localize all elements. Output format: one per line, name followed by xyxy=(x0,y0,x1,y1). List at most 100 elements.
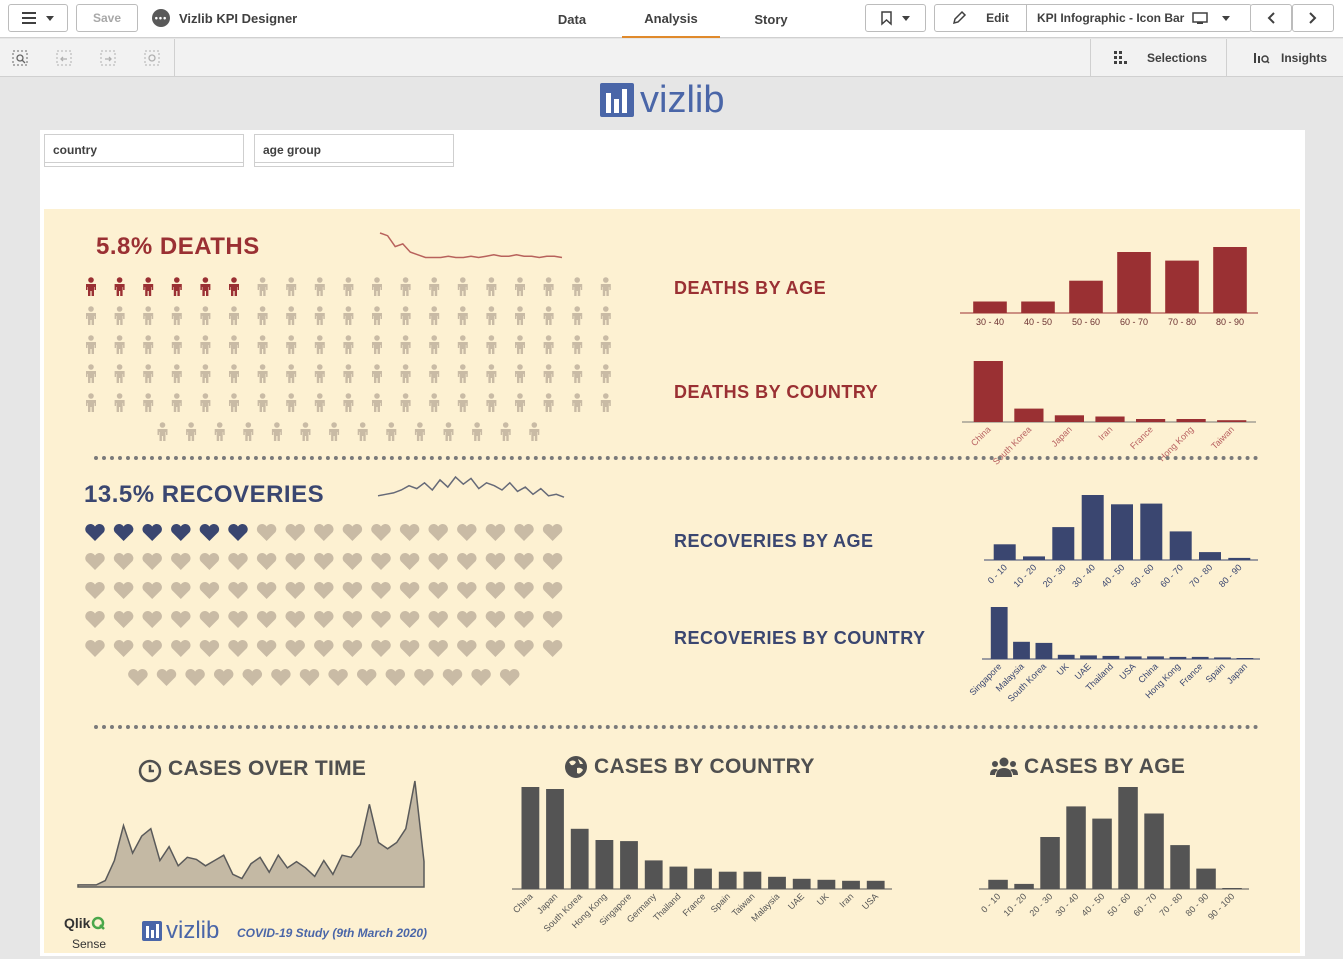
person-icon xyxy=(457,393,468,412)
heart-icon xyxy=(228,581,248,599)
vizlib-logo-text: vizlib xyxy=(640,79,725,121)
clear-selections-button[interactable] xyxy=(142,49,162,67)
heart-icon xyxy=(399,610,420,628)
person-icon xyxy=(414,422,425,441)
bar xyxy=(521,787,540,889)
heart-icon xyxy=(314,639,334,657)
person-icon xyxy=(257,393,268,412)
edit-label: Edit xyxy=(986,11,1009,25)
person-icon xyxy=(114,364,125,383)
bar xyxy=(1176,419,1206,423)
tab-data[interactable]: Data xyxy=(557,11,587,27)
selections-button[interactable]: Selections xyxy=(1090,39,1225,77)
heart-icon xyxy=(328,668,348,686)
step-forward-button[interactable] xyxy=(98,49,118,67)
bar xyxy=(595,840,614,889)
tick-label: 60 - 70 xyxy=(1120,317,1148,327)
person-icon xyxy=(372,306,382,325)
person-icon xyxy=(286,335,297,354)
step-back-button[interactable] xyxy=(54,49,74,67)
bar xyxy=(973,301,1007,313)
bar xyxy=(1169,656,1187,659)
heart-icon xyxy=(256,523,277,541)
person-icon xyxy=(515,393,525,412)
heart-icon xyxy=(285,639,305,657)
bookmarks-button[interactable] xyxy=(865,4,926,32)
person-icon xyxy=(429,306,440,325)
heart-icon xyxy=(85,552,105,570)
bar xyxy=(1191,656,1209,659)
person-icon xyxy=(529,422,540,441)
tick-label: USA xyxy=(1117,661,1137,681)
heart-icon xyxy=(113,523,134,541)
tab-story[interactable]: Story xyxy=(754,11,788,27)
bar xyxy=(1111,504,1133,560)
insights-button[interactable]: Insights xyxy=(1226,39,1343,77)
bar xyxy=(768,876,786,889)
tick-label: Thailand xyxy=(651,891,682,922)
bar xyxy=(718,871,737,889)
previous-sheet-button[interactable] xyxy=(1250,4,1292,32)
heart-icon xyxy=(228,552,248,570)
bar xyxy=(1021,301,1055,313)
person-icon xyxy=(572,335,583,354)
footer-vizlib-text: vizlib xyxy=(166,917,220,944)
bar xyxy=(570,828,589,889)
main-menu-button[interactable] xyxy=(8,4,68,32)
filter-label: country xyxy=(53,143,98,157)
tab-analysis[interactable]: Analysis xyxy=(622,0,720,38)
globe-icon xyxy=(565,756,587,778)
person-icon xyxy=(515,364,525,383)
heart-icon xyxy=(199,610,220,628)
bar xyxy=(1092,818,1112,889)
heart-icon xyxy=(371,639,391,657)
tick-label: Taiwan xyxy=(1209,424,1236,451)
filter-age-group[interactable]: age group xyxy=(254,134,454,167)
heart-icon xyxy=(199,639,220,657)
heart-icon xyxy=(514,610,534,628)
person-icon xyxy=(543,277,554,296)
clock-icon xyxy=(138,759,162,783)
edit-button[interactable]: Edit xyxy=(935,5,1027,31)
tick-label: Spain xyxy=(1204,661,1227,684)
heart-icon xyxy=(342,581,363,599)
heart-icon xyxy=(371,523,391,541)
deaths-person-icons xyxy=(86,277,611,441)
area-series xyxy=(77,780,425,888)
heart-icon xyxy=(85,523,105,541)
heart-icon xyxy=(285,581,305,599)
heart-icon xyxy=(271,668,291,686)
person-icon xyxy=(515,306,525,325)
person-icon xyxy=(171,393,182,412)
heart-icon xyxy=(85,610,105,628)
next-sheet-button[interactable] xyxy=(1292,4,1334,32)
person-icon xyxy=(400,277,411,296)
chevron-right-icon xyxy=(1309,12,1317,24)
tick-label: 20 - 30 xyxy=(1028,891,1055,918)
recoveries-headline: 13.5% RECOVERIES xyxy=(84,481,325,508)
person-icon xyxy=(229,277,239,296)
person-icon xyxy=(257,364,268,383)
selections-toolbar: Selections Insights xyxy=(0,39,1343,77)
person-icon xyxy=(486,335,497,354)
smart-search-button[interactable] xyxy=(10,49,30,67)
person-icon xyxy=(329,422,340,441)
bar xyxy=(1102,655,1120,659)
bar xyxy=(1057,654,1075,659)
tick-label: Iran xyxy=(1096,424,1114,442)
bar xyxy=(620,841,638,889)
bar xyxy=(817,879,836,889)
app-title: ••• Vizlib KPI Designer xyxy=(152,9,297,27)
filter-country[interactable]: country xyxy=(44,134,244,167)
sparkline-path xyxy=(379,232,563,259)
tick-label: 60 - 70 xyxy=(1132,891,1159,918)
heart-icon xyxy=(414,668,434,686)
heart-icon xyxy=(199,552,220,570)
bar xyxy=(1170,845,1190,889)
heart-icon xyxy=(399,552,420,570)
person-icon xyxy=(314,335,325,354)
person-icon xyxy=(572,393,583,412)
save-button[interactable]: Save xyxy=(76,4,138,32)
sheet-selector[interactable]: KPI Infographic - Icon Bar xyxy=(1027,11,1251,25)
